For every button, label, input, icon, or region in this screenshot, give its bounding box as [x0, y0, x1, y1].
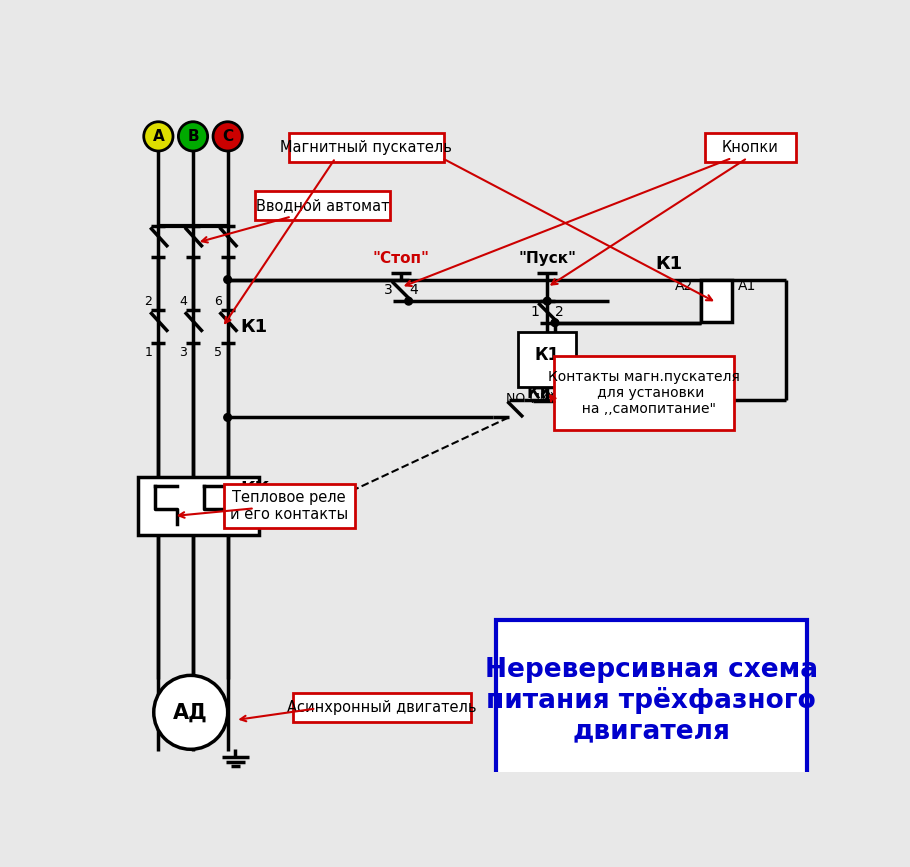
Circle shape [405, 297, 412, 305]
Circle shape [224, 414, 231, 421]
Text: 2: 2 [145, 295, 152, 308]
Text: 3: 3 [384, 284, 393, 297]
Text: Контакты магн.пускателя
   для установки
  на ,,самопитание": Контакты магн.пускателя для установки на… [549, 369, 740, 416]
FancyBboxPatch shape [554, 355, 734, 430]
FancyBboxPatch shape [289, 133, 444, 162]
Circle shape [213, 121, 242, 151]
Text: 3: 3 [179, 346, 187, 359]
Polygon shape [518, 332, 577, 388]
Text: К1: К1 [655, 255, 682, 273]
FancyBboxPatch shape [496, 620, 807, 778]
Text: "Стоп": "Стоп" [372, 251, 430, 265]
Circle shape [543, 297, 551, 305]
Polygon shape [137, 477, 259, 535]
Text: 2: 2 [555, 305, 564, 319]
Text: Вводной автомат: Вводной автомат [256, 199, 389, 213]
Text: 5: 5 [214, 346, 222, 359]
Circle shape [224, 276, 231, 284]
Text: 1: 1 [145, 346, 152, 359]
Text: Нереверсивная схема
питания трёхфазного
двигателя: Нереверсивная схема питания трёхфазного … [485, 657, 818, 745]
FancyBboxPatch shape [224, 484, 356, 528]
Text: АД: АД [173, 702, 208, 722]
Circle shape [144, 121, 173, 151]
Text: Асинхронный двигатель: Асинхронный двигатель [287, 701, 477, 715]
Text: А1: А1 [738, 279, 756, 293]
Circle shape [178, 121, 207, 151]
Text: "Пуск": "Пуск" [518, 251, 576, 265]
Circle shape [551, 319, 559, 327]
Text: А2: А2 [675, 279, 693, 293]
Polygon shape [702, 279, 732, 322]
Text: С: С [222, 129, 233, 144]
Text: В: В [187, 129, 199, 144]
Text: A: A [153, 129, 164, 144]
FancyBboxPatch shape [705, 133, 796, 162]
Text: 4: 4 [409, 284, 418, 297]
Text: Тепловое реле
и его контакты: Тепловое реле и его контакты [230, 490, 349, 522]
Text: КК: КК [241, 480, 270, 498]
Text: К1: К1 [535, 346, 560, 364]
Text: 6: 6 [214, 295, 222, 308]
Circle shape [154, 675, 228, 749]
FancyBboxPatch shape [293, 693, 471, 722]
Text: Кнопки: Кнопки [722, 140, 779, 154]
Text: NO (13): NO (13) [540, 392, 589, 405]
FancyBboxPatch shape [255, 191, 390, 220]
Text: Магнитный пускатель: Магнитный пускатель [280, 140, 452, 154]
Text: 4: 4 [179, 295, 187, 308]
Text: 1: 1 [531, 305, 540, 319]
Text: К1: К1 [241, 318, 268, 336]
Text: NO (14): NO (14) [506, 392, 555, 405]
Text: КК: КК [526, 384, 553, 401]
